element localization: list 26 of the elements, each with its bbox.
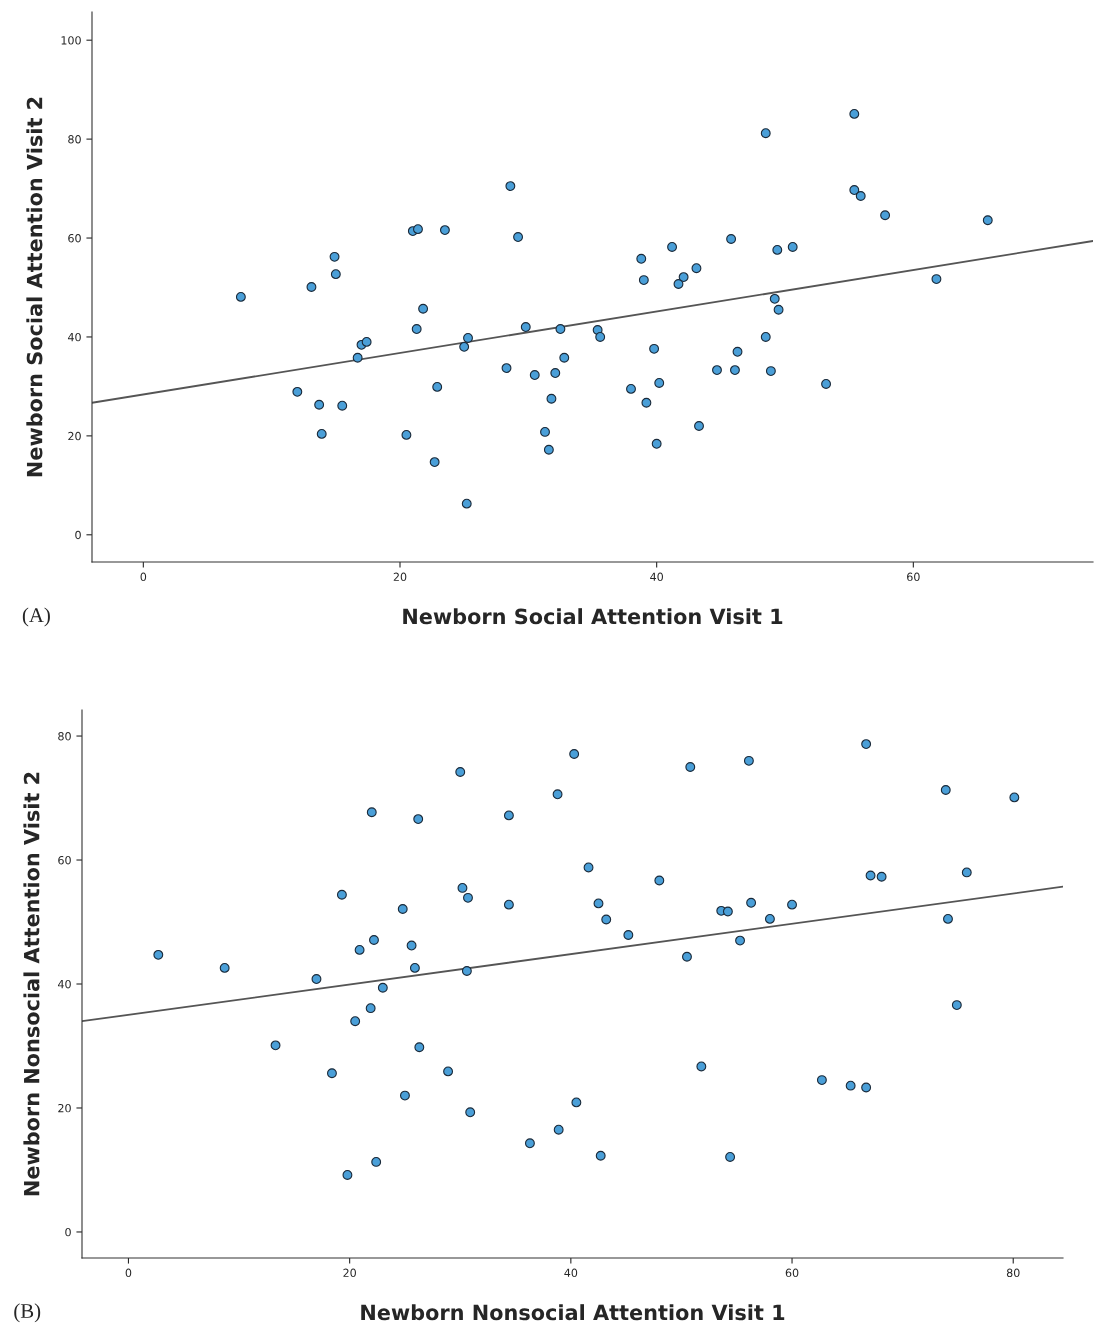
y-axis-title: Newborn Social Attention Visit 2 xyxy=(26,97,43,477)
x-tick-label: 80 xyxy=(1006,1268,1020,1278)
y-tick-label: 40 xyxy=(57,979,71,989)
y-tick-label: 0 xyxy=(65,1227,71,1237)
y-tick-label: 20 xyxy=(58,1103,71,1113)
x-tick-label: 20 xyxy=(393,572,407,582)
x-axis-title: Newborn Social Attention Visit 1 xyxy=(403,608,783,625)
y-tick-label: 100 xyxy=(61,36,81,45)
text: (A) xyxy=(22,607,50,627)
y-tick-label: 40 xyxy=(67,332,81,342)
y-tick-label: 20 xyxy=(68,431,81,441)
x-tick-label: 20 xyxy=(343,1268,356,1278)
x-tick-label: 40 xyxy=(650,572,663,582)
x-tick-label: 0 xyxy=(140,572,147,582)
x-tick-label: 40 xyxy=(564,1268,578,1278)
y-tick-label: 80 xyxy=(68,135,81,144)
text: (B) xyxy=(14,1303,41,1323)
x-tick-label: 60 xyxy=(785,1268,799,1278)
y-tick-label: 60 xyxy=(58,855,71,865)
y-tick-label: 60 xyxy=(68,234,81,243)
y-tick-label: 0 xyxy=(75,530,81,540)
x-tick-label: 0 xyxy=(125,1268,132,1278)
x-axis-title: Newborn Nonsocial Attention Visit 1 xyxy=(361,1304,785,1321)
y-tick-label: 80 xyxy=(58,732,71,741)
y-axis-title: Newborn Nonsocial Attention Visit 2 xyxy=(23,772,40,1196)
x-tick-label: 60 xyxy=(907,572,920,582)
